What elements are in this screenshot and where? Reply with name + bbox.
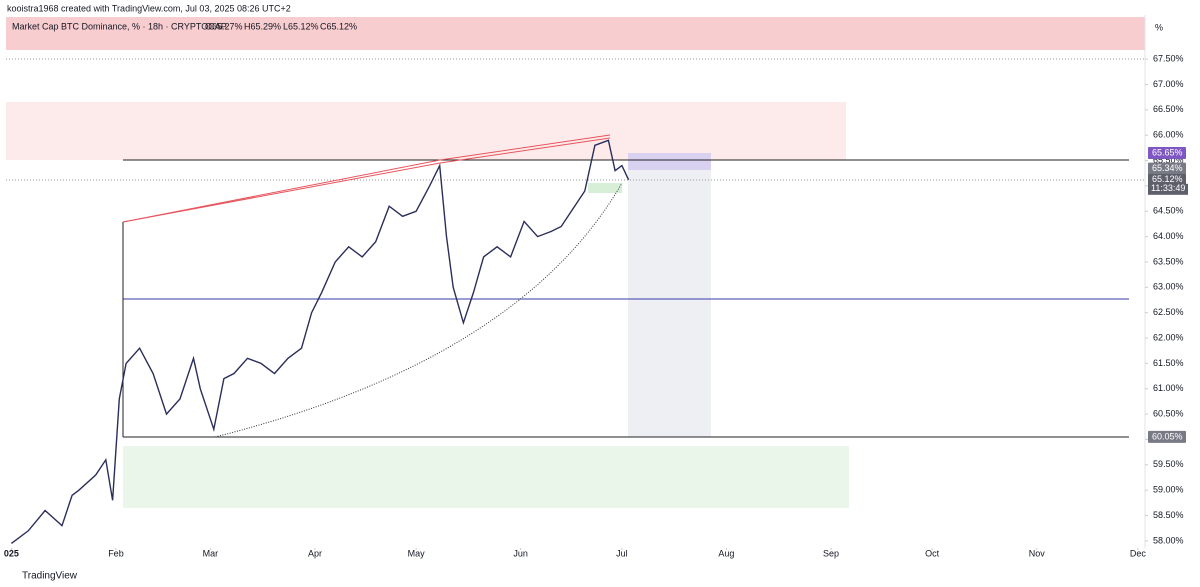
ohlc-close: C65.12% [320,21,357,31]
x-tick-label: Jun [513,548,528,558]
price-label: 65.12% [1152,174,1183,184]
chart-title: Market Cap BTC Dominance, % · 18h · CRYP… [12,21,227,31]
y-tick-label: 60.50% [1153,408,1184,418]
countdown: 11:33:49 [1151,183,1185,193]
x-tick-label: Dec [1130,548,1147,558]
short-position-stop [628,153,711,170]
y-tick-label: 64.50% [1153,206,1184,216]
axis-unit: % [1155,22,1163,32]
x-tick-label: Aug [718,548,734,558]
ohlc-high: H65.29% [244,21,281,31]
price-label: 65.34% [1152,163,1183,173]
x-tick-label: Apr [308,548,322,558]
y-tick-label: 66.50% [1153,104,1184,114]
x-tick-label: 025 [4,548,19,558]
x-tick-label: Nov [1029,548,1046,558]
y-tick-label: 61.50% [1153,358,1184,368]
resistance-band [6,17,1145,50]
y-tick-label: 64.00% [1153,231,1184,241]
y-tick-label: 58.50% [1153,510,1184,520]
x-tick-label: Feb [108,548,124,558]
y-tick-label: 65.50% [1153,155,1184,165]
price-label: 60.05% [1152,431,1183,441]
y-tick-label: 62.00% [1153,332,1184,342]
trend-line [122,162,441,223]
trend-line [439,137,611,164]
price-label-bg [1148,173,1186,186]
x-tick-label: Sep [823,548,839,558]
y-tick-label: 67.50% [1153,53,1184,63]
y-tick-label: 62.50% [1153,307,1184,317]
trend-line [439,134,611,161]
header: kooistra1968 created with TradingView.co… [7,3,291,13]
price-label-bg [1148,146,1186,159]
drawings [6,17,1145,508]
y-tick-label: 59.00% [1153,485,1184,495]
price-label-bg [1148,430,1186,443]
x-tick-label: May [408,548,426,558]
arc-curve [214,182,623,438]
price-line-series [10,139,630,544]
price-label-bg [1148,162,1186,175]
x-tick-label: Jul [616,548,628,558]
countdown-bg [1148,183,1188,195]
price-label: 65.65% [1152,147,1183,157]
y-tick-label: 63.50% [1153,256,1184,266]
short-position-target [628,170,711,437]
supply-zone [6,102,846,160]
ohlc-low: L65.12% [283,21,319,31]
entry-zone [588,183,622,193]
y-tick-label: 61.00% [1153,383,1184,393]
y-tick-label: 67.00% [1153,79,1184,89]
y-tick-label: 59.50% [1153,459,1184,469]
ohlc-open: O65.27% [205,21,243,31]
y-tick-label: 66.00% [1153,130,1184,140]
y-tick-label: 63.00% [1153,282,1184,292]
x-tick-label: Oct [925,548,940,558]
demand-zone [123,446,849,508]
y-tick-label: 58.00% [1153,535,1184,545]
footer-logo: TradingView [22,571,78,582]
x-tick-label: Mar [203,548,219,558]
